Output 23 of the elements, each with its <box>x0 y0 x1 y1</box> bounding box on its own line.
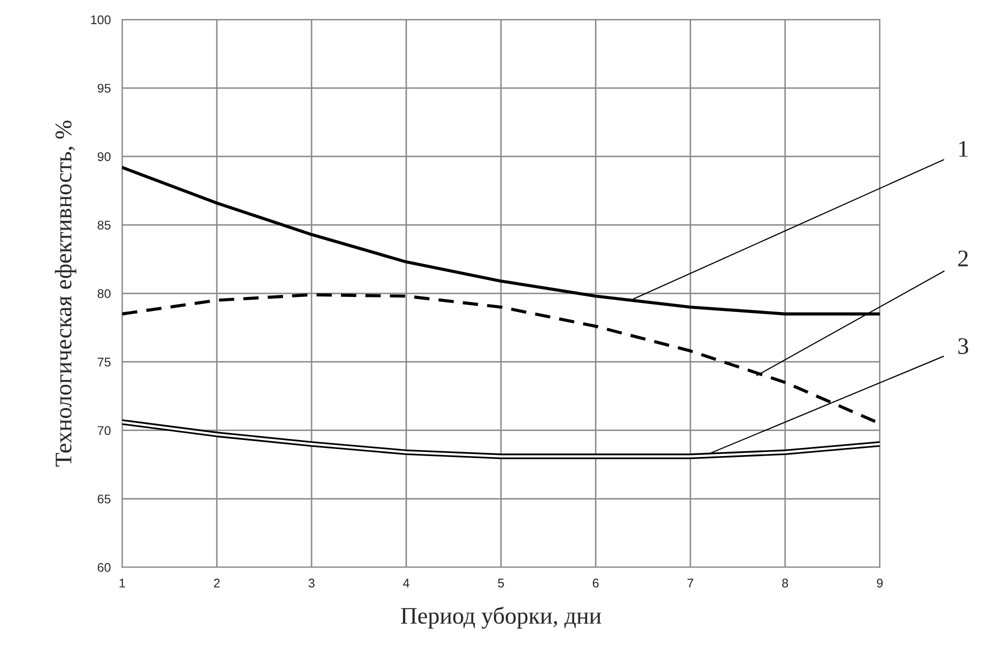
annotation: 2 <box>958 250 968 266</box>
y-tick-label: 95 <box>98 84 111 93</box>
y-tick-label: 90 <box>98 152 111 162</box>
y-tick-label: 70 <box>98 426 111 435</box>
x-axis-title: Период уборки, дни <box>400 606 602 629</box>
x-tick-label: 7 <box>688 578 694 588</box>
y-tick-label: 60 <box>98 563 111 572</box>
y-tick-label: 85 <box>98 220 111 230</box>
y-tick-label: 100 <box>91 15 111 24</box>
x-tick-label: 9 <box>876 578 883 588</box>
y-axis-title: Технологическая ефективность, % <box>54 120 76 467</box>
annotation: 1 <box>959 141 968 157</box>
x-tick-label: 1 <box>120 578 126 588</box>
annotation: 3 <box>958 338 968 354</box>
y-tick-label: 75 <box>98 358 111 367</box>
x-tick-label: 3 <box>308 578 314 588</box>
x-tick-label: 4 <box>403 578 410 588</box>
x-tick-label: 6 <box>592 578 599 588</box>
x-tick-label: 5 <box>498 578 504 588</box>
y-tick-label: 65 <box>98 494 111 504</box>
y-tick-label: 80 <box>98 289 111 298</box>
x-tick-label: 8 <box>782 578 788 588</box>
x-tick-label: 2 <box>214 578 220 588</box>
